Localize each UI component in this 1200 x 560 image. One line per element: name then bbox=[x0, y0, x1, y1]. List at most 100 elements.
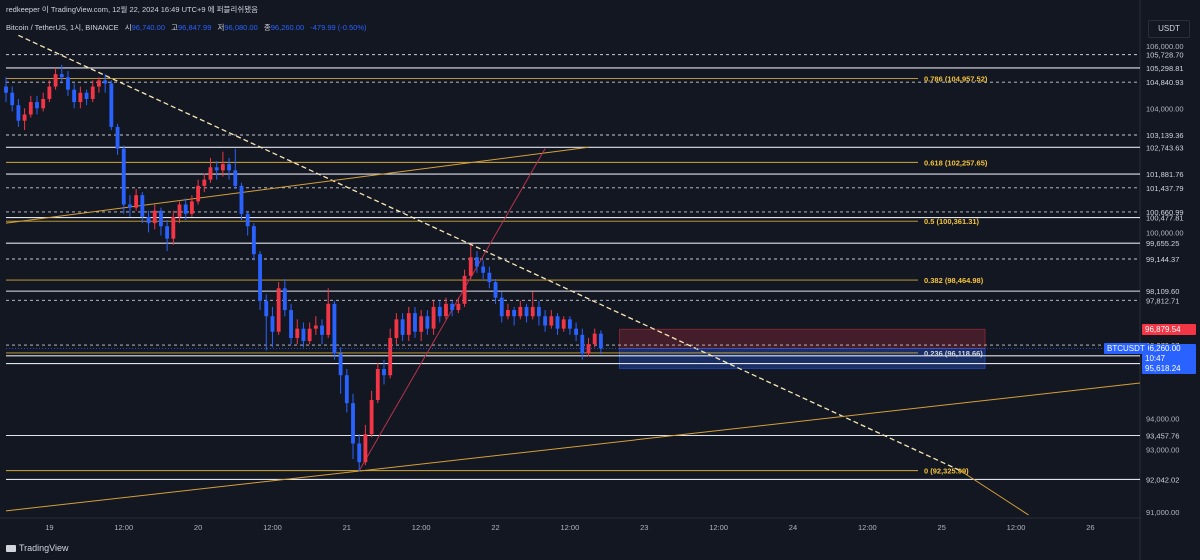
y-tick-label-2: 100,000.00 bbox=[1146, 228, 1184, 237]
candle-body-23 bbox=[146, 216, 151, 224]
ticker-tag: BTCUSDT bbox=[1104, 343, 1148, 355]
candle-body-13 bbox=[84, 92, 89, 99]
candle-body-79 bbox=[493, 282, 498, 298]
price-tag-2: 95,618.24 bbox=[1142, 362, 1196, 374]
candle-body-41 bbox=[258, 254, 262, 301]
candle-body-35 bbox=[220, 164, 225, 171]
open-value: 96,740.00 bbox=[131, 23, 166, 32]
currency-badge[interactable]: USDT bbox=[1148, 20, 1190, 38]
currency-label: USDT bbox=[1158, 24, 1180, 33]
x-tick-label-11: 12:00 bbox=[858, 523, 877, 532]
x-tick-label-1: 12:00 bbox=[114, 523, 133, 532]
trendline-ascending-upper[interactable] bbox=[5, 146, 589, 224]
candle-body-76 bbox=[475, 257, 479, 267]
x-tick-label-5: 12:00 bbox=[412, 523, 431, 532]
candles bbox=[4, 64, 603, 472]
level-label-0: 105,728.70 bbox=[1146, 51, 1184, 60]
candle-body-80 bbox=[499, 297, 504, 317]
trendline-descending[interactable] bbox=[18, 34, 961, 472]
trendline-descending-extension[interactable] bbox=[960, 470, 1029, 516]
candle-body-78 bbox=[487, 272, 492, 283]
level-label-17: 92,042.02 bbox=[1146, 475, 1179, 484]
fib-levels[interactable] bbox=[6, 78, 918, 472]
candle-body-81 bbox=[506, 310, 510, 317]
level-label-2: 104,840.93 bbox=[1146, 78, 1184, 87]
candle-body-85 bbox=[530, 306, 535, 317]
x-tick-label-6: 22 bbox=[491, 523, 499, 532]
candle-body-15 bbox=[97, 80, 101, 87]
fib-label-0: 0.786 (104,957.52) bbox=[924, 75, 988, 84]
candle-body-69 bbox=[431, 306, 436, 329]
candle-body-95 bbox=[592, 333, 597, 345]
candle-body-33 bbox=[208, 167, 213, 180]
low-label: 저 bbox=[217, 23, 225, 32]
level-label-16: 93,457.76 bbox=[1146, 432, 1179, 441]
candle-body-53 bbox=[332, 303, 337, 354]
candle-body-60 bbox=[375, 369, 380, 401]
candle-body-49 bbox=[307, 328, 312, 342]
candle-body-30 bbox=[189, 201, 194, 214]
candle-body-31 bbox=[196, 185, 201, 202]
price-tag-1: 96,260.00 10:47 bbox=[1142, 343, 1196, 364]
candle-body-24 bbox=[152, 210, 157, 224]
tradingview-logo[interactable]: TradingView bbox=[6, 543, 69, 553]
trendline-ascending-support[interactable] bbox=[5, 382, 1141, 512]
candle-body-56 bbox=[351, 403, 355, 444]
y-tick-label-1: 104,000.00 bbox=[1146, 104, 1184, 113]
candle-body-39 bbox=[245, 213, 250, 227]
change-value: -479.99 (-0.50%) bbox=[310, 23, 367, 32]
high-value: 96,847.99 bbox=[178, 23, 212, 32]
open-label: 시 bbox=[124, 23, 132, 32]
publisher-text: redkeeper 이 TradingView.com, 12월 22, 202… bbox=[6, 5, 259, 14]
candle-body-16 bbox=[103, 80, 108, 84]
high-label: 고 bbox=[171, 23, 179, 32]
candle-body-40 bbox=[251, 226, 256, 255]
candle-body-11 bbox=[72, 89, 77, 103]
price-tag-countdown: 10:47 bbox=[1145, 353, 1166, 363]
time-axis[interactable]: 19 12:00 20 12:00 21 12:00 22 12:00 23 12:00 24 12:… bbox=[45, 523, 1094, 532]
level-label-1: 105,298.81 bbox=[1146, 64, 1184, 73]
candle-body-75 bbox=[468, 257, 473, 276]
candle-body-45 bbox=[282, 288, 287, 311]
candle-body-77 bbox=[481, 266, 486, 273]
x-tick-label-0: 19 bbox=[45, 523, 53, 532]
fib-label-2: 0.5 (100,361.31) bbox=[924, 217, 980, 226]
candle-body-65 bbox=[406, 313, 411, 335]
candle-body-34 bbox=[214, 167, 219, 171]
candle-body-88 bbox=[549, 316, 554, 326]
candle-body-8 bbox=[53, 74, 58, 87]
candle-body-38 bbox=[239, 185, 244, 214]
candle-body-4 bbox=[28, 102, 33, 115]
ohlc-legend[interactable]: Bitcoin / TetherUS, 1시, BINANCE 시96,740.… bbox=[6, 22, 367, 33]
candle-body-90 bbox=[561, 319, 566, 329]
close-value: 96,260.00 bbox=[270, 23, 305, 32]
candle-body-96 bbox=[598, 333, 603, 349]
candle-body-44 bbox=[276, 288, 281, 332]
candle-body-63 bbox=[394, 319, 399, 338]
x-tick-label-8: 23 bbox=[640, 523, 648, 532]
candle-body-36 bbox=[227, 164, 232, 171]
fib-label-4: 0.236 (96,118.66) bbox=[924, 349, 983, 358]
candle-body-6 bbox=[41, 98, 46, 109]
candle-body-91 bbox=[567, 319, 572, 329]
x-tick-label-7: 12:00 bbox=[561, 523, 580, 532]
candle-body-83 bbox=[518, 306, 523, 317]
candle-body-86 bbox=[536, 306, 541, 317]
x-tick-label-4: 21 bbox=[343, 523, 351, 532]
symbol-name[interactable]: Bitcoin / TetherUS, 1시, BINANCE bbox=[6, 23, 119, 32]
candle-body-71 bbox=[444, 303, 448, 317]
candle-body-7 bbox=[47, 86, 52, 99]
close-label: 종 bbox=[263, 23, 271, 32]
candle-body-37 bbox=[233, 170, 238, 186]
candle-body-73 bbox=[456, 303, 461, 311]
candle-body-46 bbox=[289, 310, 293, 338]
level-label-10: 99,144.37 bbox=[1146, 255, 1179, 264]
candle-body-54 bbox=[338, 353, 343, 376]
candle-body-1 bbox=[10, 92, 15, 106]
candle-body-27 bbox=[171, 216, 176, 239]
candle-body-32 bbox=[202, 179, 207, 186]
candle-body-52 bbox=[326, 303, 331, 335]
candle-body-89 bbox=[555, 316, 560, 329]
candle-body-28 bbox=[177, 204, 182, 217]
